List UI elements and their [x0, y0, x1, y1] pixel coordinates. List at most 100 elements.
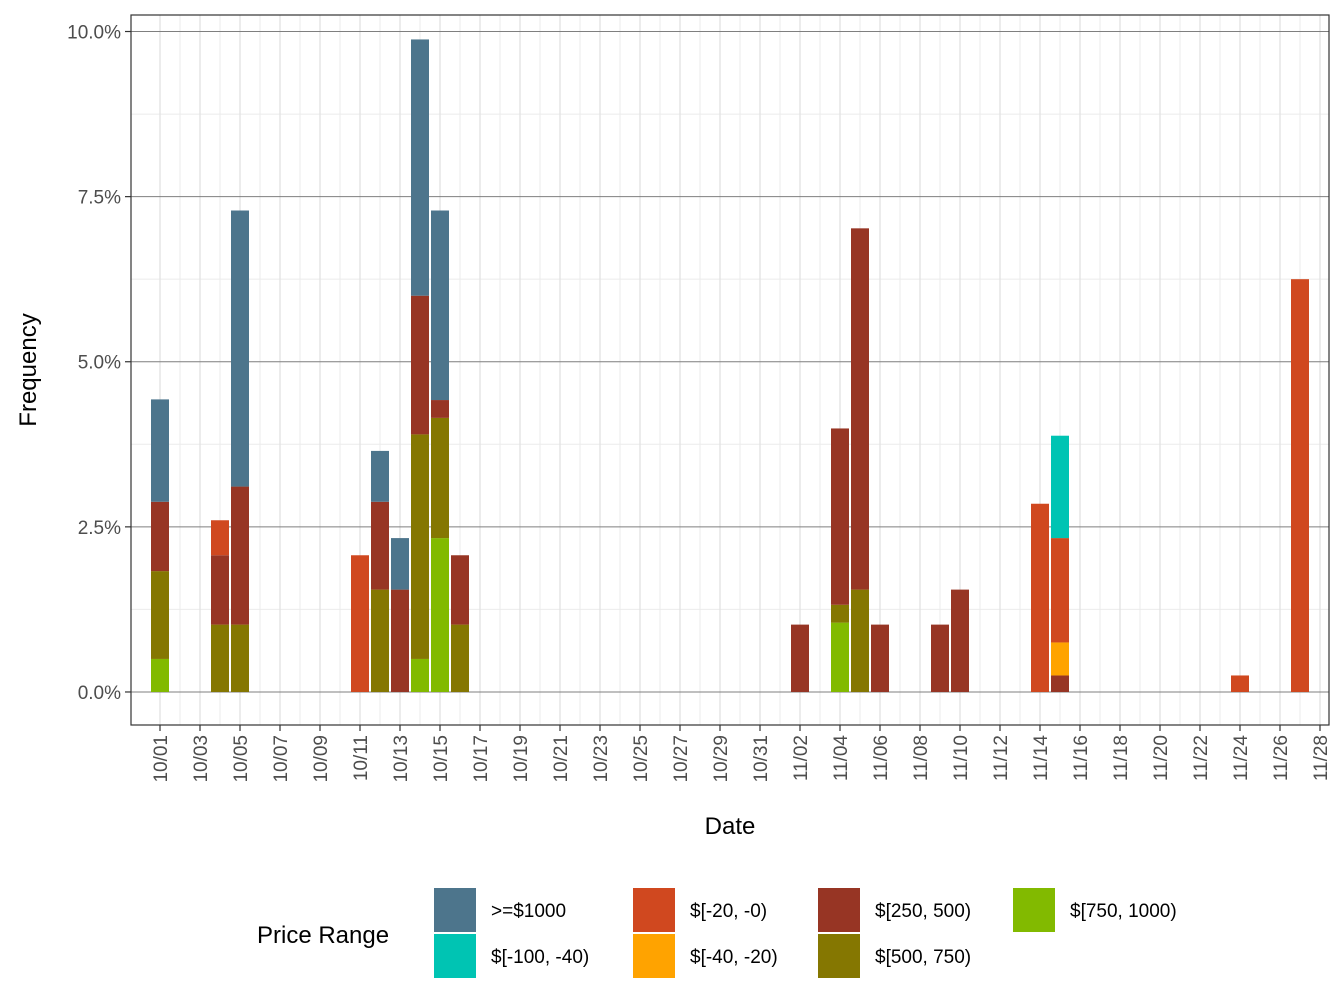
bar-segment [411, 39, 429, 296]
bar-segment [851, 589, 869, 692]
legend-label: >=$1000 [491, 901, 566, 922]
x-tick-label: 10/03 [191, 735, 212, 783]
bar-segment [151, 501, 169, 572]
legend-key [633, 888, 675, 932]
x-tick-label: 10/05 [231, 735, 252, 783]
bar-segment [451, 555, 469, 625]
bar-segment [1031, 503, 1049, 692]
bar-segment [371, 501, 389, 590]
bar-segment [211, 555, 229, 625]
legend-label: $[250, 500) [875, 901, 971, 922]
bar-segment [831, 622, 849, 692]
bar-segment [831, 428, 849, 605]
legend-key [434, 934, 476, 978]
x-tick-label: 11/18 [1111, 735, 1132, 781]
legend-key [633, 934, 675, 978]
bar-segment [371, 450, 389, 502]
x-tick-label: 11/02 [791, 735, 812, 781]
y-tick-label: 5.0% [78, 353, 121, 374]
x-tick-label: 10/19 [511, 735, 532, 783]
bar-segment [431, 210, 449, 401]
x-tick-label: 10/29 [711, 735, 732, 783]
bar-segment [411, 658, 429, 692]
bar-segment [411, 295, 429, 435]
bar-segment [1051, 675, 1069, 692]
plot-background [131, 15, 1329, 725]
x-tick-label: 10/23 [591, 735, 612, 783]
y-tick-label: 7.5% [78, 188, 121, 209]
legend: Price Range >=$1000 $[-100, -40) $[-20, -0… [257, 888, 1177, 978]
plot-border [130, 14, 1330, 726]
x-tick-label: 11/16 [1071, 735, 1092, 781]
y-tick-label: 0.0% [78, 683, 121, 704]
x-tick-label: 10/07 [271, 735, 292, 783]
legend-label: $[-20, -0) [690, 901, 767, 922]
y-tick-label: 10.0% [67, 23, 121, 44]
bar-segment [391, 538, 409, 590]
bar-segment [1051, 435, 1069, 539]
bar-segment [351, 555, 369, 692]
legend-label: $[750, 1000) [1070, 901, 1177, 922]
x-tick-label: 11/14 [1031, 735, 1052, 782]
bar-segment [211, 624, 229, 692]
bar-segment [431, 538, 449, 692]
bar-segment [1051, 642, 1069, 676]
x-tick-label: 10/09 [311, 735, 332, 783]
legend-key [434, 888, 476, 932]
x-tick-label: 11/04 [831, 735, 852, 782]
bar-segment [151, 658, 169, 692]
x-tick-label: 10/21 [551, 735, 572, 783]
x-tick-label: 10/01 [151, 735, 172, 783]
y-axis-title: Frequency [15, 313, 42, 426]
legend-title: Price Range [257, 922, 389, 949]
bar-segment [371, 589, 389, 692]
x-tick-label: 11/26 [1271, 735, 1292, 781]
bar-segment [1291, 279, 1309, 692]
x-tick-label: 10/17 [471, 735, 492, 783]
y-axis: 0.0% 2.5% 5.0% 7.5% 10.0% [67, 23, 131, 704]
bar-segment [931, 624, 949, 692]
bar-segment [411, 434, 429, 659]
bar-segment [231, 624, 249, 692]
bar-segment [231, 486, 249, 625]
legend-label: $[-40, -20) [690, 947, 778, 968]
bar-segment [791, 624, 809, 692]
x-tick-label: 11/22 [1191, 735, 1212, 781]
x-tick-label: 11/12 [991, 735, 1012, 781]
y-tick-label: 2.5% [78, 518, 121, 539]
x-tick-label: 10/13 [391, 735, 412, 783]
bar-segment [831, 604, 849, 623]
bar-segment [871, 624, 889, 692]
legend-label: $[-100, -40) [491, 947, 589, 968]
bars [151, 39, 1309, 692]
legend-key [1013, 888, 1055, 932]
bar-segment [151, 399, 169, 502]
legend-key [818, 888, 860, 932]
x-axis: 10/01 10/03 10/05 10/07 10/09 10/11 10/13 10/15… [151, 725, 1332, 783]
x-tick-label: 10/11 [351, 735, 372, 781]
x-tick-label: 11/06 [871, 735, 892, 781]
x-tick-label: 11/10 [951, 735, 972, 781]
x-tick-label: 11/28 [1311, 735, 1332, 781]
x-tick-label: 10/25 [631, 735, 652, 783]
bar-segment [1231, 675, 1249, 692]
x-tick-label: 11/24 [1231, 735, 1252, 782]
bar-segment [231, 210, 249, 487]
legend-key [818, 934, 860, 978]
bar-segment [431, 400, 449, 418]
x-tick-label: 11/20 [1151, 735, 1172, 781]
bar-segment [151, 571, 169, 659]
x-tick-label: 11/08 [911, 735, 932, 781]
bar-segment [391, 589, 409, 692]
bar-segment [951, 589, 969, 692]
bar-segment [851, 228, 869, 590]
x-axis-title: Date [705, 813, 756, 840]
bar-segment [1051, 538, 1069, 643]
x-tick-label: 10/27 [671, 735, 692, 783]
bar-segment [451, 624, 469, 692]
x-tick-label: 10/31 [751, 735, 772, 783]
bar-segment [211, 520, 229, 556]
legend-label: $[500, 750) [875, 947, 971, 968]
bar-segment [431, 417, 449, 539]
